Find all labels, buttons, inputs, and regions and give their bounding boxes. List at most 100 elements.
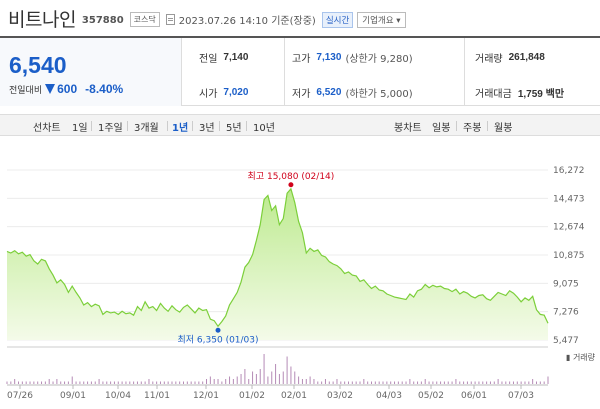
x-tick-label: 07/03 [508, 391, 534, 401]
volume-bar [133, 381, 135, 384]
x-tick-label: 03/02 [327, 391, 353, 401]
current-price: 6,540 [9, 52, 67, 78]
volume-bar [229, 376, 231, 384]
stock-code: 357880 [81, 14, 124, 26]
volume-bar [33, 381, 35, 384]
volume-bar [163, 381, 165, 384]
lower-limit: (하한가 5,000) [345, 88, 413, 100]
volume-bar [301, 379, 303, 384]
high-marker [288, 182, 294, 188]
tab-1y[interactable]: 1년 [172, 123, 189, 134]
volume-bar [451, 381, 453, 384]
volume-bar [144, 381, 146, 384]
divider [284, 38, 285, 106]
volume-bar [420, 381, 422, 384]
volume-bar [267, 376, 269, 384]
amount-label: 거래대금 [475, 88, 512, 100]
x-tick-label: 07/26 [7, 391, 33, 401]
volume-bar [321, 381, 323, 384]
volume-bar [478, 381, 480, 384]
volume-bar [409, 379, 411, 384]
volume-bar [294, 371, 296, 384]
tab-separator [487, 121, 488, 131]
volume-bar [405, 381, 407, 384]
volume-bar [463, 381, 465, 384]
high-label: 최고 15,080 (02/14) [248, 171, 335, 182]
low-marker [215, 327, 221, 333]
stock-name: 비트나인 [8, 8, 76, 31]
tab-10y[interactable]: 10년 [253, 123, 275, 134]
amount-value: 1,759 백만 [517, 88, 565, 100]
tab-daily-candle[interactable]: 일봉 [432, 123, 451, 134]
volume-bar [275, 364, 277, 384]
volume-bar [332, 381, 334, 384]
volume-bar [225, 379, 227, 384]
tab-1d[interactable]: 1일 [72, 123, 88, 134]
volume-bar [455, 379, 457, 384]
volume-bar [140, 381, 142, 384]
prev-close-value: 7,140 [223, 51, 249, 63]
document-icon[interactable] [165, 14, 175, 25]
volume-bar [79, 381, 81, 384]
change-rate: -8.40% [85, 82, 124, 96]
volume-bar [44, 381, 46, 384]
volume-bar [305, 379, 307, 384]
volume-bar [298, 376, 300, 384]
volume-bar [497, 379, 499, 384]
volume-bar [259, 369, 261, 384]
volume-bar [466, 381, 468, 384]
current-price-box: 6,540 전일대비 600 -8.40% [0, 38, 182, 106]
tab-5y[interactable]: 5년 [226, 123, 242, 134]
volume-bar [121, 381, 123, 384]
y-tick-label: 12,674 [553, 223, 585, 233]
candle-chart-label: 봉차트 [394, 123, 422, 134]
volume-bar [179, 381, 181, 384]
volume-bar [371, 381, 373, 384]
volume-bar [413, 381, 415, 384]
volume-bar [71, 376, 73, 384]
volume-value: 261,848 [508, 51, 545, 63]
volume-bar [90, 381, 92, 384]
high-label: 고가 [292, 53, 311, 65]
line-chart-label: 선차트 [33, 123, 61, 134]
volume-bar [67, 381, 69, 384]
volume-bar [290, 366, 292, 384]
volume-bar [171, 381, 173, 384]
volume-bar [547, 376, 549, 384]
amount-cell: 거래대금 1,759 백만 [475, 82, 564, 102]
volume-bar [175, 381, 177, 384]
volume-bar [417, 381, 419, 384]
open-value: 7,020 [223, 86, 249, 98]
tab-1w[interactable]: 1주일 [98, 123, 123, 134]
volume-bar [313, 379, 315, 384]
volume-bar [110, 381, 112, 384]
tab-monthly-candle[interactable]: 월봉 [494, 123, 513, 134]
price-line [6, 187, 549, 328]
volume-bar [528, 381, 530, 384]
tab-3m[interactable]: 3개월 [134, 123, 159, 134]
realtime-button[interactable]: 실시간 [321, 11, 354, 28]
volume-bar [217, 379, 219, 384]
change-amount: 600 [57, 82, 78, 96]
volume-bar [286, 356, 288, 384]
volume-bar [252, 371, 254, 384]
volume-bar [248, 379, 250, 384]
tab-separator [91, 121, 92, 131]
volume-bar [202, 381, 204, 384]
company-overview-button[interactable]: 기업개요 ▾ [357, 11, 406, 28]
timestamp: 2023.07.26 14:10 기준(장중) [178, 16, 316, 27]
y-tick-label: 16,272 [553, 166, 585, 176]
volume-bar [397, 381, 399, 384]
tab-weekly-candle[interactable]: 주봉 [463, 123, 482, 134]
price-chart[interactable]: 16,272 14,473 12,674 10,875 9,075 7,276 5,477 … [0, 140, 600, 409]
volume-bar [317, 381, 319, 384]
price-chart-svg: 16,27214,47312,67410,8759,0757,2765,477 … [6, 166, 596, 401]
x-tick-label: 10/04 [105, 391, 131, 401]
volume-bar [501, 381, 503, 384]
tab-3y[interactable]: 3년 [199, 123, 215, 134]
prev-close-label: 전일 [199, 53, 218, 65]
upper-limit: (상한가 9,280) [345, 53, 413, 65]
stock-header: 비트나인 357880 코스닥 2023.07.26 14:10 기준(장중) … [0, 0, 600, 36]
low-value: 6,520 [316, 86, 342, 98]
volume-bar [443, 381, 445, 384]
